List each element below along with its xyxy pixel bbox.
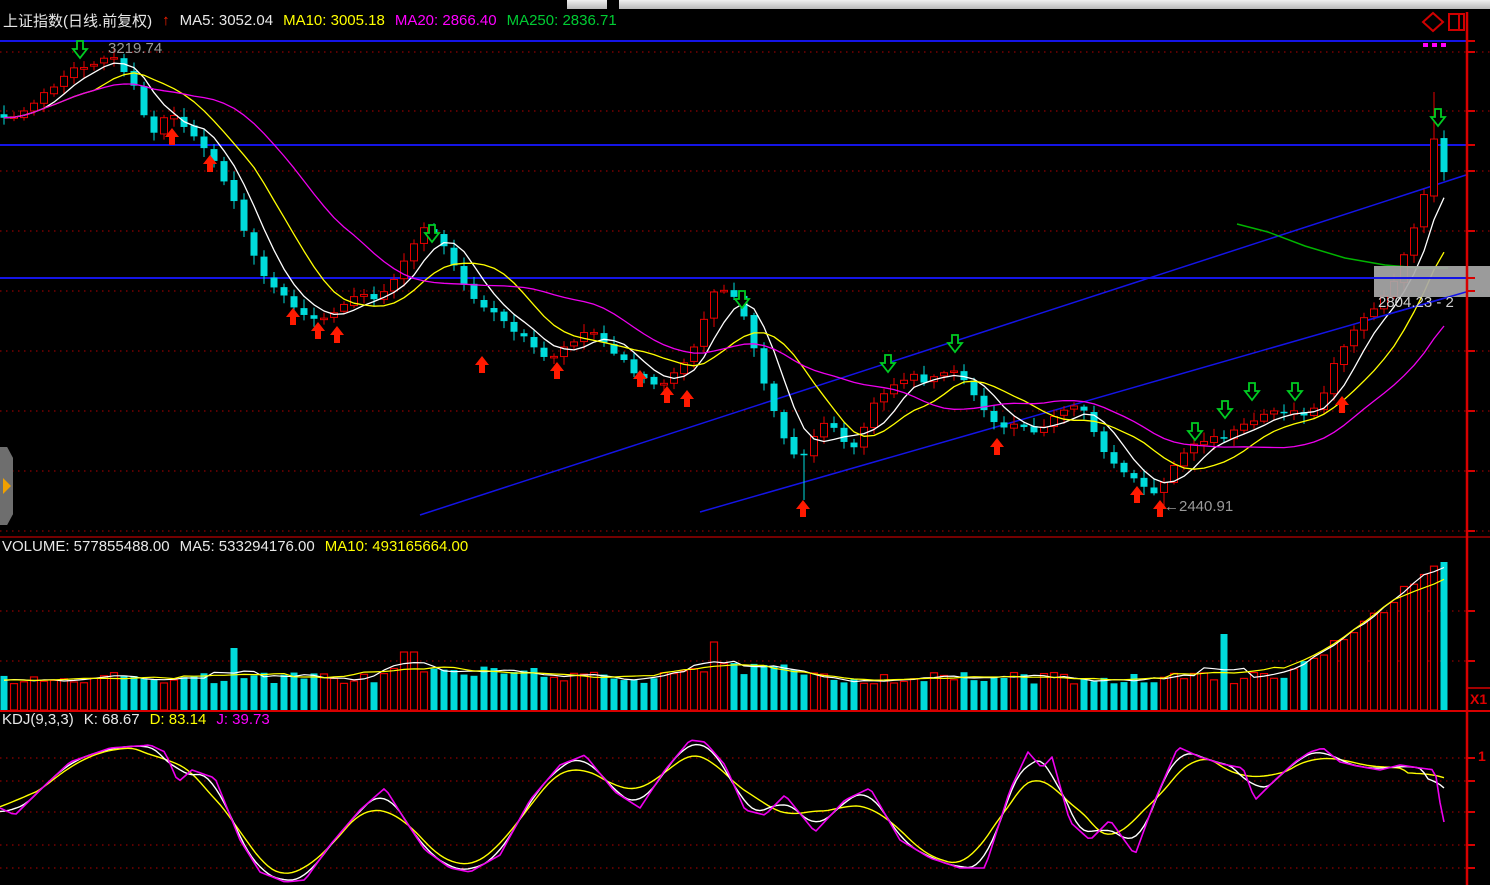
- expand-arrow-icon: [3, 478, 11, 494]
- volume-scale-label: X1: [1470, 691, 1488, 707]
- diamond-icon[interactable]: [1421, 11, 1445, 33]
- chart-header: 上证指数(日线.前复权) ↑ MA5: 3052.04 MA10: 3005.1…: [3, 10, 617, 31]
- dot: [1432, 43, 1437, 47]
- chart-tool-icons: [1421, 11, 1465, 33]
- instrument-title: 上证指数(日线.前复权): [3, 13, 153, 30]
- ma20-readout: MA20: 2866.40: [394, 12, 497, 29]
- high-price-label: 3219.74: [108, 40, 163, 57]
- kdj-scale-label: 1: [1478, 748, 1486, 764]
- kdj-j-readout: J: 39.73: [216, 711, 270, 728]
- window-title-bar[interactable]: [567, 0, 1490, 9]
- kdj-header: KDJ(9,3,3) K: 68.67 D: 83.14 J: 39.73: [2, 711, 270, 728]
- collapse-panel-handle[interactable]: [0, 447, 13, 525]
- ma5-readout: MA5: 3052.04: [179, 12, 274, 29]
- window-title-bar-seam: [607, 0, 619, 9]
- trendline-value-tooltip: 2804.23 - 2: [1378, 294, 1454, 311]
- dot: [1441, 43, 1446, 47]
- volume-ma10-readout: MA10: 493165664.00: [324, 538, 469, 555]
- volume-header: VOLUME: 577855488.00 MA5: 533294176.00 M…: [2, 538, 468, 555]
- up-arrow-icon: ↑: [162, 12, 170, 29]
- volume-readout: VOLUME: 577855488.00: [2, 538, 170, 555]
- dot: [1423, 43, 1428, 47]
- ma250-readout: MA250: 2836.71: [506, 12, 617, 29]
- kdj-k-readout: K: 68.67: [83, 711, 140, 728]
- volume-ma5-readout: MA5: 533294176.00: [179, 538, 315, 555]
- more-indicator-dots[interactable]: [1423, 34, 1450, 52]
- kdj-d-readout: D: 83.14: [149, 711, 207, 728]
- kdj-name: KDJ(9,3,3): [2, 711, 74, 728]
- split-window-icon[interactable]: [1448, 13, 1465, 31]
- ma10-readout: MA10: 3005.18: [283, 12, 385, 29]
- low-price-label: ←2440.91: [1164, 498, 1234, 515]
